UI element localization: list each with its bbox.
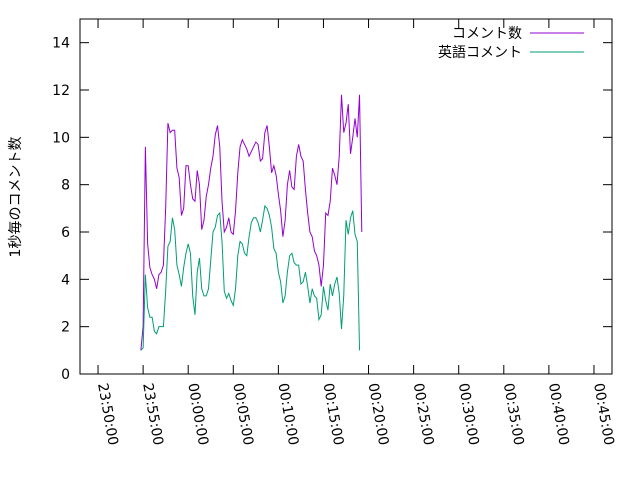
x-tick-label: 00:40:00	[545, 382, 572, 447]
y-tick-label: 6	[61, 225, 70, 241]
y-axis-label: 1秒毎のコメント数	[8, 137, 24, 258]
x-tick-label: 23:55:00	[139, 382, 166, 447]
x-tick-label: 23:50:00	[94, 382, 121, 447]
y-axis: 0 2 4 6 8 10 12 14	[52, 36, 612, 383]
y-tick-label: 0	[61, 367, 70, 383]
y-tick-label: 12	[52, 83, 70, 99]
x-tick-label: 00:10:00	[274, 382, 301, 447]
x-tick-label: 00:35:00	[500, 382, 527, 447]
y-tick-label: 10	[52, 130, 70, 146]
series-layer	[140, 94, 363, 351]
x-axis: 23:50:00 23:55:00 00:00:00 00:05:00 00:10:00…	[94, 19, 617, 447]
legend-label: コメント数	[452, 26, 522, 42]
x-tick-label: 00:00:00	[184, 382, 211, 447]
y-tick-label: 2	[61, 320, 70, 336]
x-tick-label: 00:20:00	[365, 382, 392, 447]
x-tick-label: 00:05:00	[229, 382, 256, 447]
plot-frame	[79, 18, 613, 375]
y-tick-label: 8	[61, 178, 70, 194]
series-line-1	[140, 94, 363, 351]
x-tick-label: 00:45:00	[590, 382, 617, 447]
x-tick-label: 00:30:00	[455, 382, 482, 447]
y-tick-label: 14	[52, 36, 70, 52]
legend-label: 英語コメント	[438, 44, 522, 61]
x-tick-label: 00:25:00	[410, 382, 437, 447]
series-line-2	[140, 204, 361, 351]
x-tick-label: 00:15:00	[320, 382, 347, 447]
y-tick-label: 4	[61, 272, 70, 288]
